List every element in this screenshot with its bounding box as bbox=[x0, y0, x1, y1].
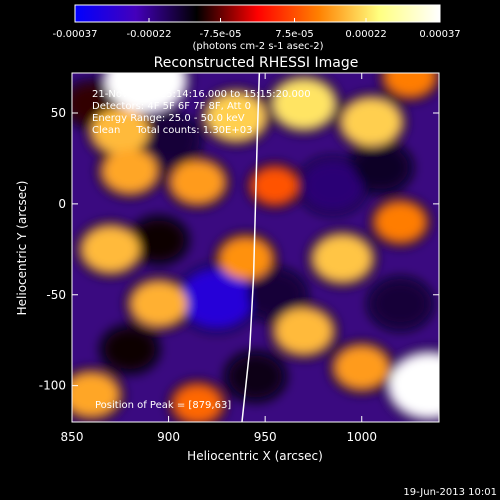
info-detectors: Detectors: 4F 5F 6F 7F 8F, Att 0 bbox=[92, 101, 251, 112]
hot-blob-contour bbox=[167, 378, 228, 422]
y-tick-label: -100 bbox=[39, 379, 66, 393]
colorbar-tick-label: -7.5e-05 bbox=[200, 29, 242, 40]
footer-timestamp: 19-Jun-2013 10:01 bbox=[403, 487, 497, 498]
hot-blob bbox=[91, 108, 149, 154]
hot-blob bbox=[252, 167, 298, 204]
cold-blob-contour bbox=[296, 155, 369, 216]
hot-blob bbox=[130, 281, 188, 327]
cold-blob bbox=[181, 269, 253, 327]
hot-blob-contour bbox=[99, 73, 192, 119]
colorbar: -0.00037 -0.00022 -7.5e-05 7.5e-05 0.00022 0.… bbox=[53, 4, 461, 52]
hot-blob-contour bbox=[164, 154, 231, 210]
info-time-range: 21-Nov-2004 15:14:16.000 to 15:15:20.000 bbox=[92, 89, 311, 100]
hot-blob bbox=[173, 384, 222, 422]
hot-blob-contour bbox=[307, 229, 378, 288]
cold-blob bbox=[372, 282, 428, 326]
hot-blob bbox=[334, 346, 389, 389]
cold-blob bbox=[133, 220, 185, 261]
hot-blob bbox=[275, 308, 333, 354]
colorbar-units-text: (photons cm-2 s-1 asec-2) bbox=[192, 41, 323, 52]
x-tick-label: 950 bbox=[254, 430, 277, 444]
hot-blob-contour bbox=[246, 161, 304, 210]
hot-blob bbox=[219, 237, 273, 280]
heatmap-blobs bbox=[72, 73, 439, 422]
cold-blob-contour bbox=[366, 276, 434, 332]
colorbar-tick-label: 0.00022 bbox=[345, 29, 386, 40]
hot-blob bbox=[341, 98, 402, 146]
x-axis-label: Heliocentric X (arcsec) bbox=[187, 449, 323, 463]
colorbar-tick-label: -0.00022 bbox=[127, 29, 172, 40]
colorbar-tick-label: 0.00037 bbox=[419, 29, 460, 40]
y-axis-ticks: 50 0 -50 -100 bbox=[39, 106, 439, 393]
hot-blob-contour bbox=[200, 86, 273, 147]
x-tick-label: 900 bbox=[157, 430, 180, 444]
solar-limb-line bbox=[241, 73, 261, 422]
hot-blob bbox=[389, 353, 439, 418]
cold-blob bbox=[229, 355, 282, 398]
hot-blob-contour bbox=[369, 196, 432, 248]
x-tick-label: 1000 bbox=[346, 430, 377, 444]
peak-position-label: Position of Peak = [879,63] bbox=[95, 400, 231, 411]
cold-blob bbox=[104, 329, 156, 370]
heatmap-area bbox=[72, 73, 439, 422]
colorbar-gradient bbox=[74, 4, 441, 23]
plot-frame bbox=[71, 72, 440, 423]
hot-blob-contour bbox=[378, 73, 439, 103]
hot-blob bbox=[72, 372, 119, 417]
cold-blob-contour bbox=[98, 323, 162, 376]
hot-blob bbox=[272, 79, 335, 129]
y-tick-label: 50 bbox=[51, 106, 66, 120]
cold-blob bbox=[354, 146, 408, 189]
hot-blob bbox=[81, 226, 140, 273]
info-energy-range: Energy Range: 25.0 - 50.0 keV bbox=[92, 113, 245, 124]
hot-blob bbox=[384, 73, 436, 97]
cold-blob bbox=[247, 272, 303, 317]
colorbar-units-label: (photons cm-2 s-1 asec-2) bbox=[192, 41, 323, 52]
hot-blob bbox=[105, 73, 186, 113]
chart-title: Reconstructed RHESSI Image bbox=[154, 55, 359, 71]
x-axis-ticks: 850 900 950 1000 bbox=[61, 73, 377, 444]
hot-blob bbox=[102, 149, 158, 193]
hot-blob bbox=[206, 92, 267, 141]
cold-blob-contour bbox=[223, 349, 288, 404]
cold-blob bbox=[302, 161, 363, 210]
colorbar-tick-label: -0.00037 bbox=[53, 29, 98, 40]
info-clean-counts: Clean Total counts: 1.30E+03 bbox=[92, 125, 252, 136]
x-tick-label: 850 bbox=[61, 430, 84, 444]
y-axis-label: Heliocentric Y (arcsec) bbox=[15, 181, 29, 316]
colorbar-ticks: -0.00037 -0.00022 -7.5e-05 7.5e-05 0.00022 0.… bbox=[53, 18, 461, 40]
y-tick-label: 0 bbox=[58, 197, 66, 211]
info-text-block: 21-Nov-2004 15:14:16.000 to 15:15:20.000… bbox=[92, 89, 311, 136]
colorbar-tick-label: 7.5e-05 bbox=[275, 29, 313, 40]
cold-blob bbox=[141, 118, 197, 163]
hot-blob bbox=[313, 235, 372, 282]
hot-blob-contour bbox=[328, 340, 395, 395]
y-tick-label: -50 bbox=[46, 288, 66, 302]
hot-blob-contour bbox=[72, 366, 125, 422]
hot-blob bbox=[375, 202, 426, 242]
hot-blob bbox=[170, 160, 225, 204]
